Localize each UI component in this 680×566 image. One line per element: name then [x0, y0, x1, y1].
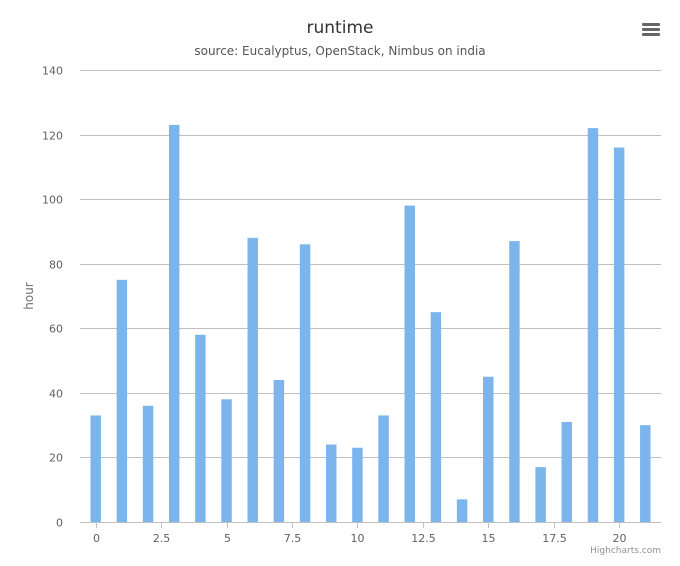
- chart-menu-button[interactable]: [636, 16, 666, 44]
- bar[interactable]: [352, 447, 363, 522]
- bar[interactable]: [299, 244, 311, 523]
- x-tick-label: 2.5: [153, 532, 171, 545]
- bar[interactable]: [587, 128, 599, 522]
- y-gridlines: [80, 70, 661, 458]
- bar[interactable]: [483, 376, 494, 522]
- bar[interactable]: [535, 467, 546, 522]
- bar-series: [90, 124, 651, 523]
- x-tick-label: 12.5: [411, 532, 436, 545]
- x-tick-label: 0: [93, 532, 100, 545]
- bar[interactable]: [247, 237, 258, 522]
- x-tick-label: 10: [351, 532, 365, 545]
- y-axis: 0 20 40 60 80 100 120 140: [42, 65, 63, 530]
- bar[interactable]: [116, 279, 128, 522]
- bar[interactable]: [273, 379, 285, 522]
- y-tick-label: 20: [49, 452, 63, 465]
- bar[interactable]: [640, 425, 651, 522]
- bar[interactable]: [326, 444, 337, 522]
- bar[interactable]: [221, 399, 232, 522]
- y-tick-label: 120: [42, 130, 63, 143]
- chart-subtitle: source: Eucalyptus, OpenStack, Nimbus on…: [194, 44, 485, 58]
- bar[interactable]: [142, 405, 154, 522]
- y-tick-label: 40: [49, 388, 63, 401]
- bar[interactable]: [404, 205, 415, 522]
- bar[interactable]: [561, 421, 573, 522]
- x-tick-label: 15: [482, 532, 496, 545]
- y-tick-label: 60: [49, 323, 63, 336]
- bar[interactable]: [168, 124, 180, 522]
- x-tick-label: 17.5: [542, 532, 567, 545]
- bar[interactable]: [378, 415, 389, 522]
- y-tick-label: 80: [49, 259, 63, 272]
- y-axis-title: hour: [22, 282, 36, 310]
- bar[interactable]: [456, 499, 468, 522]
- bar[interactable]: [430, 312, 442, 522]
- bar[interactable]: [195, 334, 206, 522]
- y-tick-label: 140: [42, 65, 63, 78]
- x-axis: 0 2.5 5 7.5 10 12.5 15 17.5 20: [80, 522, 661, 545]
- hamburger-menu-icon: [642, 23, 660, 36]
- y-tick-label: 0: [56, 517, 63, 530]
- y-tick-label: 100: [42, 194, 63, 207]
- x-tick-label: 5: [224, 532, 231, 545]
- chart-title: runtime: [307, 18, 374, 38]
- x-tick-label: 7.5: [284, 532, 302, 545]
- bar[interactable]: [613, 147, 625, 522]
- bar[interactable]: [90, 415, 101, 522]
- bar[interactable]: [509, 241, 520, 522]
- credits-link[interactable]: Highcharts.com: [590, 546, 661, 556]
- x-tick-label: 20: [613, 532, 627, 545]
